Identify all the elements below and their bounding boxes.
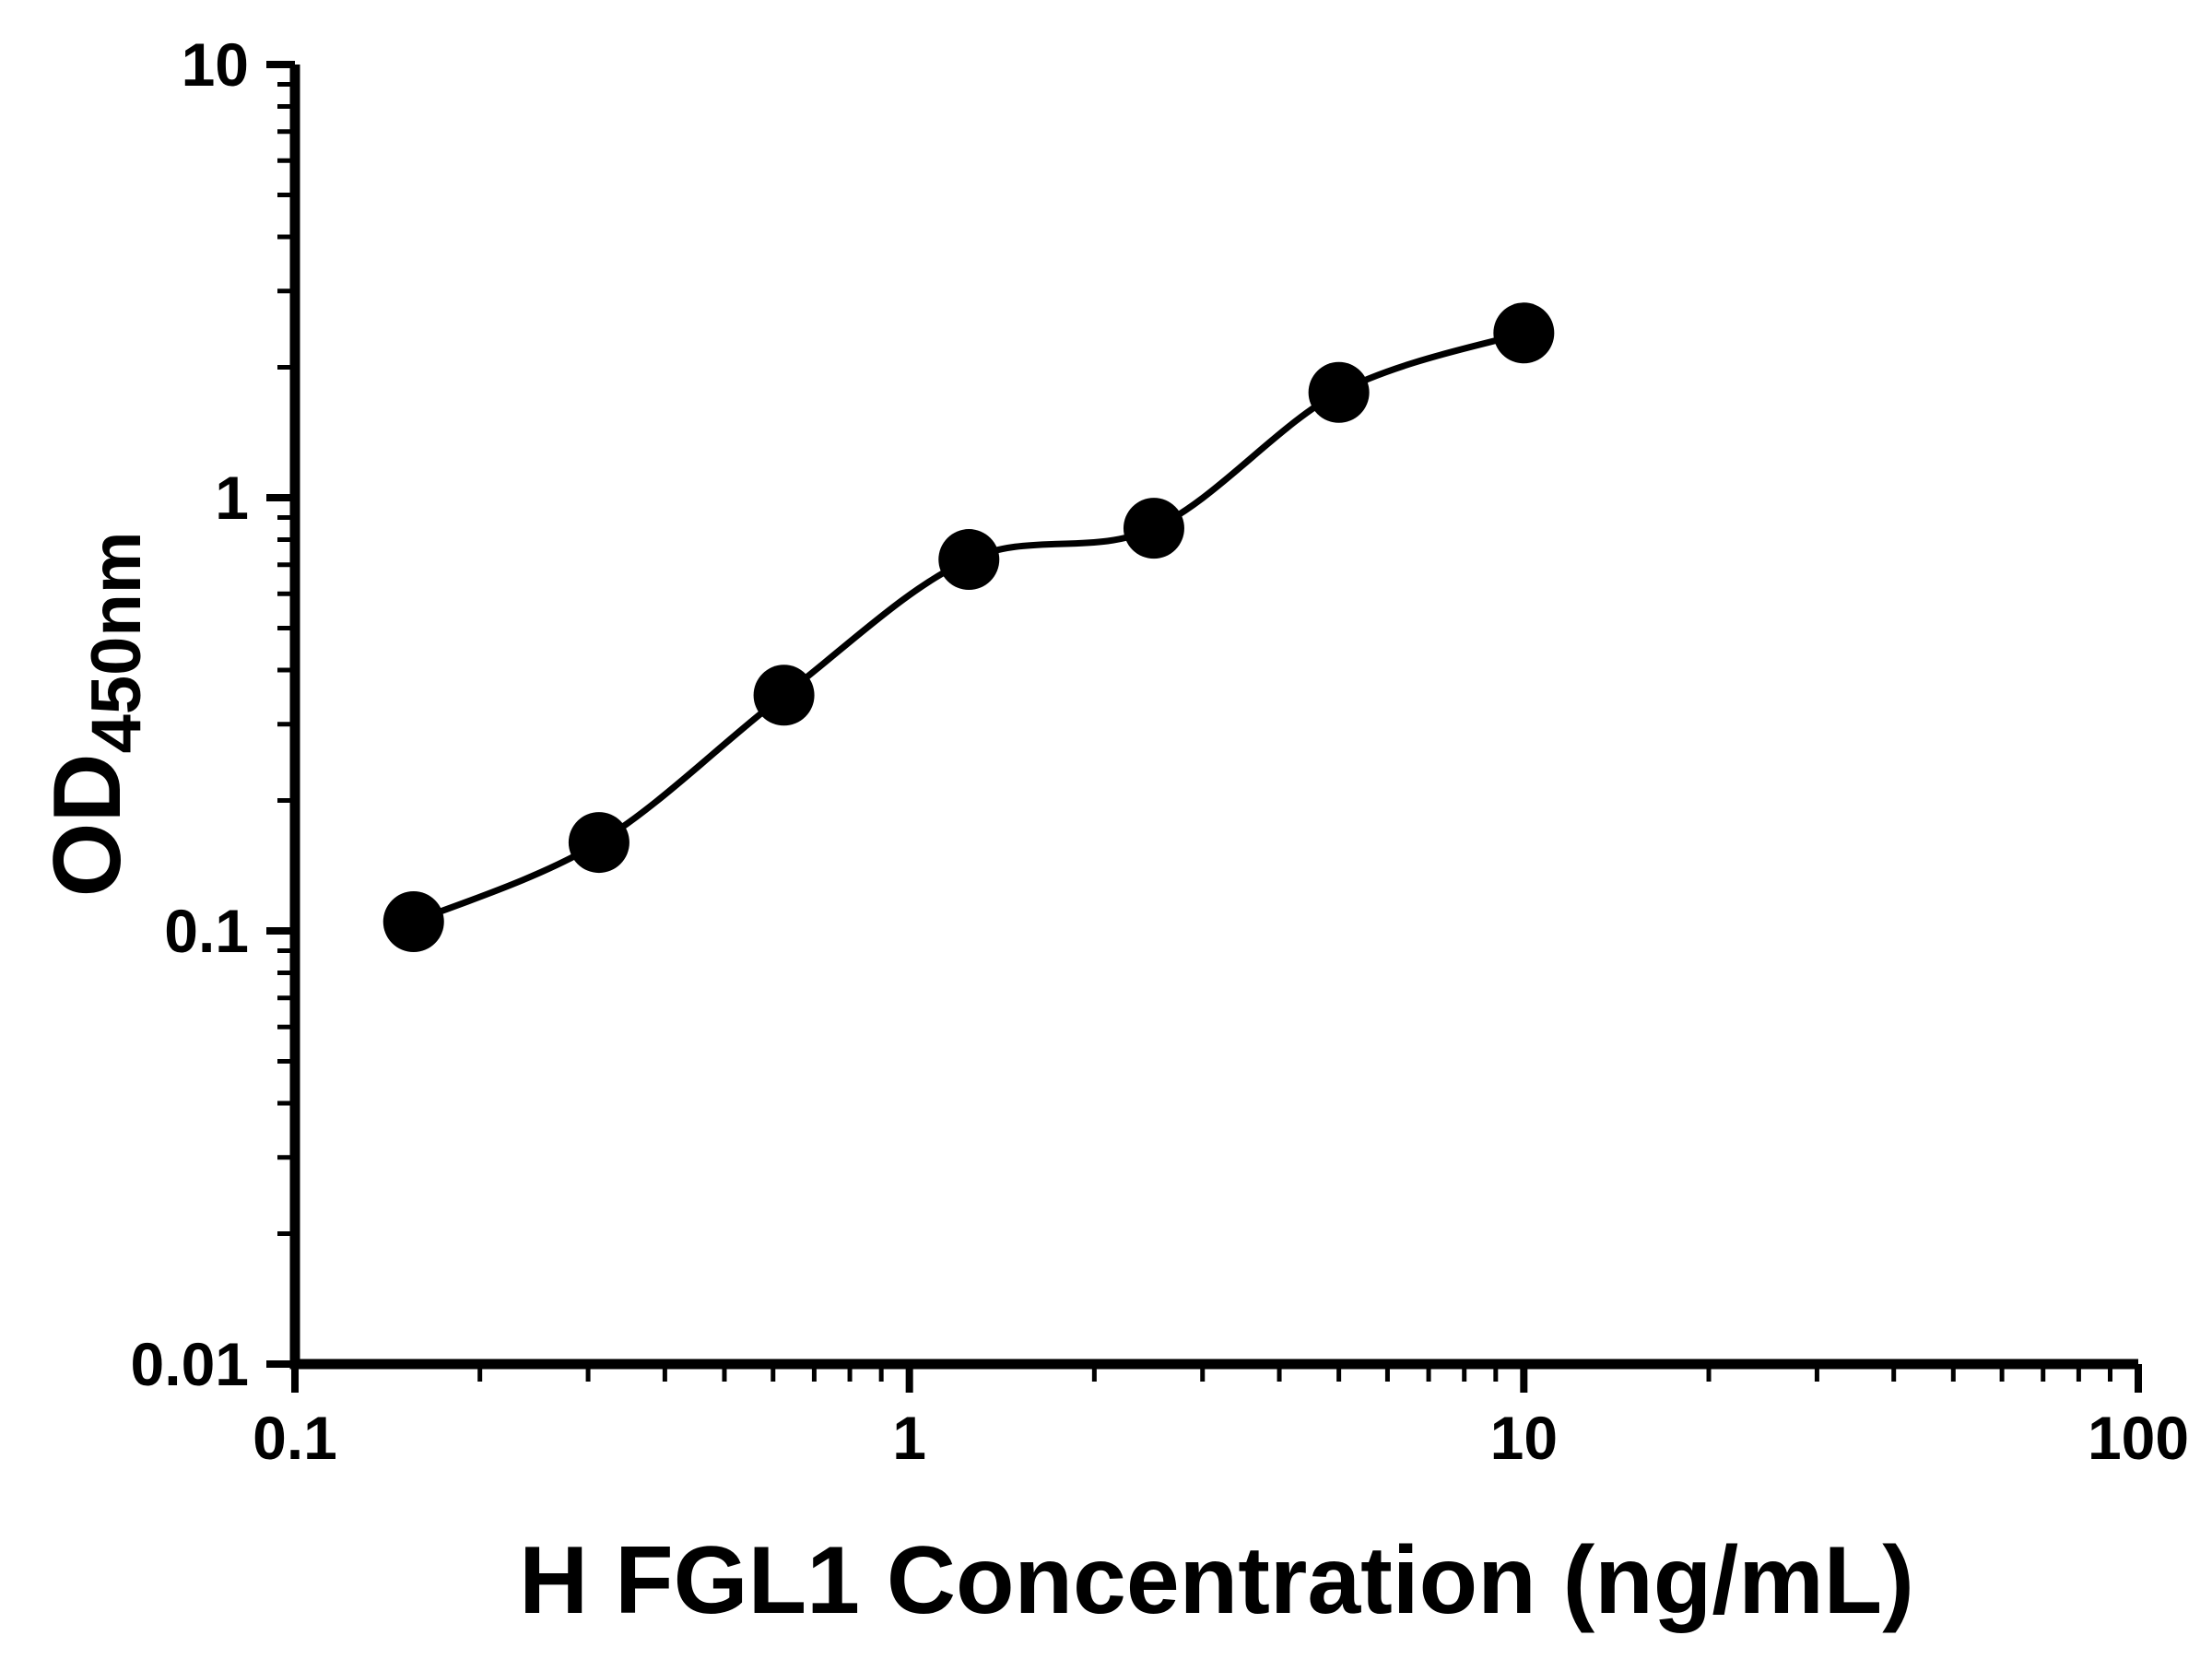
y-tick-label: 1 (215, 464, 249, 532)
x-axis-title: H FGL1 Concentration (ng/mL) (519, 1527, 1914, 1634)
plot-area (382, 302, 1555, 953)
y-axis-title-sub: 450nm (77, 532, 156, 754)
x-tick-label: 10 (1490, 1404, 1558, 1472)
x-tick-label: 100 (2088, 1404, 2189, 1472)
y-axis-title-group: OD450nm (34, 532, 156, 898)
y-tick-label: 0.01 (131, 1330, 249, 1398)
x-tick-label: 0.1 (253, 1404, 337, 1472)
data-point (568, 812, 629, 874)
data-point (1308, 361, 1370, 423)
y-tick-label: 0.1 (164, 897, 249, 965)
x-tick-label: 1 (892, 1404, 926, 1472)
y-axis-title-main: OD (34, 753, 141, 897)
y-tick-label: 10 (182, 30, 249, 99)
data-point (1123, 498, 1184, 559)
y-axis-title: OD450nm (34, 532, 156, 898)
data-point (382, 891, 444, 953)
data-point (938, 529, 1000, 591)
axes (289, 65, 2138, 1370)
data-point (753, 665, 815, 726)
axis-ticks (266, 61, 2142, 1393)
data-point (1493, 302, 1555, 364)
